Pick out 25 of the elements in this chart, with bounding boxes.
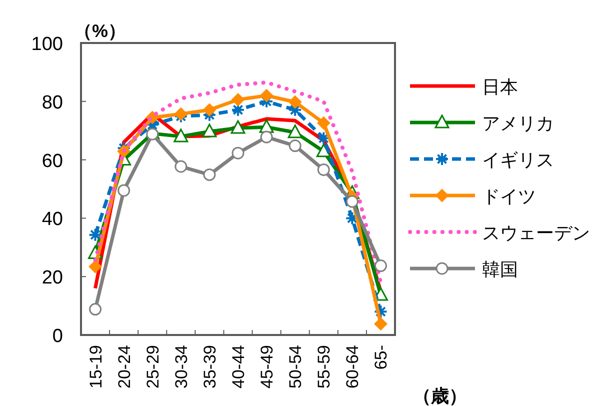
x-tick-label: 60-64 — [343, 345, 362, 388]
y-tick-label: 20 — [42, 268, 63, 289]
y-tick-label: 40 — [42, 209, 63, 230]
x-tick-label: 55-59 — [314, 345, 334, 388]
y-axis-title: （%） — [74, 21, 126, 41]
legend-label: ドイツ — [482, 186, 536, 206]
x-tick-label: 25-29 — [143, 345, 162, 388]
x-tick-label: 45-49 — [258, 345, 277, 388]
legend-label: 日本 — [482, 77, 518, 97]
legend-label: イギリス — [482, 150, 554, 170]
legend-label: スウェーデン — [482, 223, 590, 243]
y-tick-label: 60 — [42, 150, 63, 172]
x-tick-label: 20-24 — [114, 345, 134, 388]
legend-label: アメリカ — [482, 114, 554, 134]
x-tick-label: 30-34 — [172, 345, 191, 388]
x-axis-title: （歳） — [413, 386, 467, 406]
x-tick-label: 65- — [372, 345, 391, 370]
y-tick-label: 80 — [42, 92, 63, 114]
x-tick-label: 35-39 — [200, 345, 220, 388]
x-tick-label: 40-44 — [229, 345, 248, 388]
x-tick-label: 15-19 — [86, 345, 106, 388]
y-tick-label: 0 — [52, 326, 63, 347]
y-tick-label: 100 — [31, 34, 63, 55]
x-tick-label: 50-54 — [286, 345, 306, 388]
legend-label: 韓国 — [482, 260, 518, 280]
